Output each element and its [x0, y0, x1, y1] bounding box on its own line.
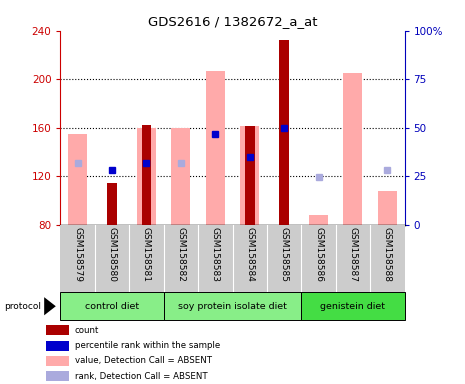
Text: GSM158579: GSM158579 — [73, 227, 82, 281]
Text: control diet: control diet — [85, 302, 139, 311]
Bar — [378, 191, 397, 225]
Text: GSM158585: GSM158585 — [279, 227, 289, 281]
Bar — [245, 126, 254, 225]
Text: value, Detection Call = ABSENT: value, Detection Call = ABSENT — [75, 356, 212, 366]
Bar — [107, 184, 117, 225]
Text: count: count — [75, 326, 99, 335]
Text: GSM158580: GSM158580 — [107, 227, 117, 281]
Text: GSM158581: GSM158581 — [142, 227, 151, 281]
Text: soy protein isolate diet: soy protein isolate diet — [178, 302, 287, 311]
Bar — [46, 341, 69, 351]
Bar — [172, 128, 190, 225]
Bar — [68, 134, 87, 225]
Bar — [344, 73, 362, 225]
Bar — [206, 71, 225, 225]
FancyBboxPatch shape — [164, 293, 301, 320]
FancyBboxPatch shape — [60, 293, 164, 320]
Text: percentile rank within the sample: percentile rank within the sample — [75, 341, 220, 350]
Text: GSM158587: GSM158587 — [348, 227, 358, 281]
Polygon shape — [44, 297, 56, 315]
Bar — [142, 125, 151, 225]
Text: GSM158583: GSM158583 — [211, 227, 220, 281]
Bar — [137, 128, 156, 225]
FancyBboxPatch shape — [301, 293, 405, 320]
Bar — [309, 215, 328, 225]
Bar — [240, 126, 259, 225]
Text: genistein diet: genistein diet — [320, 302, 385, 311]
Text: GSM158586: GSM158586 — [314, 227, 323, 281]
Text: rank, Detection Call = ABSENT: rank, Detection Call = ABSENT — [75, 372, 207, 381]
Bar — [46, 325, 69, 335]
Text: GSM158584: GSM158584 — [245, 227, 254, 281]
Text: GSM158582: GSM158582 — [176, 227, 186, 281]
Bar — [279, 40, 289, 225]
Bar — [46, 356, 69, 366]
Text: protocol: protocol — [4, 302, 41, 311]
Text: GSM158588: GSM158588 — [383, 227, 392, 281]
Bar — [46, 371, 69, 381]
Title: GDS2616 / 1382672_a_at: GDS2616 / 1382672_a_at — [148, 15, 317, 28]
